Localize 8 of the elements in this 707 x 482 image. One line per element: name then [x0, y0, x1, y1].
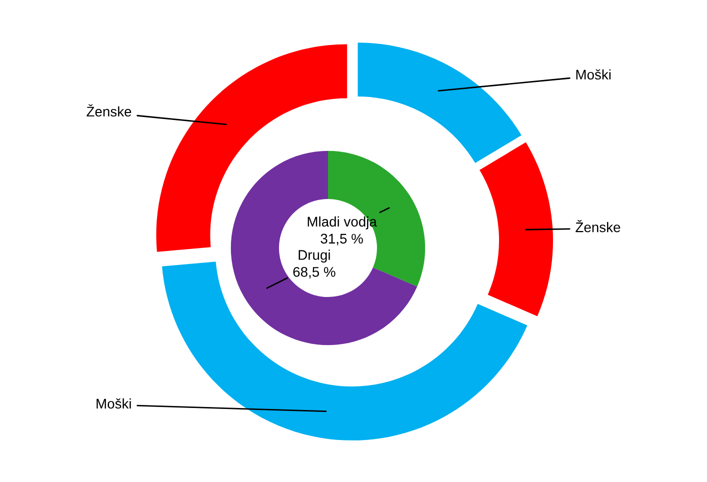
data-label: 68,5 % [293, 267, 336, 278]
data-label: 31,5 % [320, 234, 363, 246]
slice-label: Ženske [576, 220, 620, 232]
slice-label: Ženske [86, 104, 132, 117]
donut-slice [230, 150, 418, 346]
slice-label: Moški [576, 69, 611, 80]
slice-label: Drugi [298, 250, 330, 263]
slice-label: Moški [96, 398, 131, 409]
